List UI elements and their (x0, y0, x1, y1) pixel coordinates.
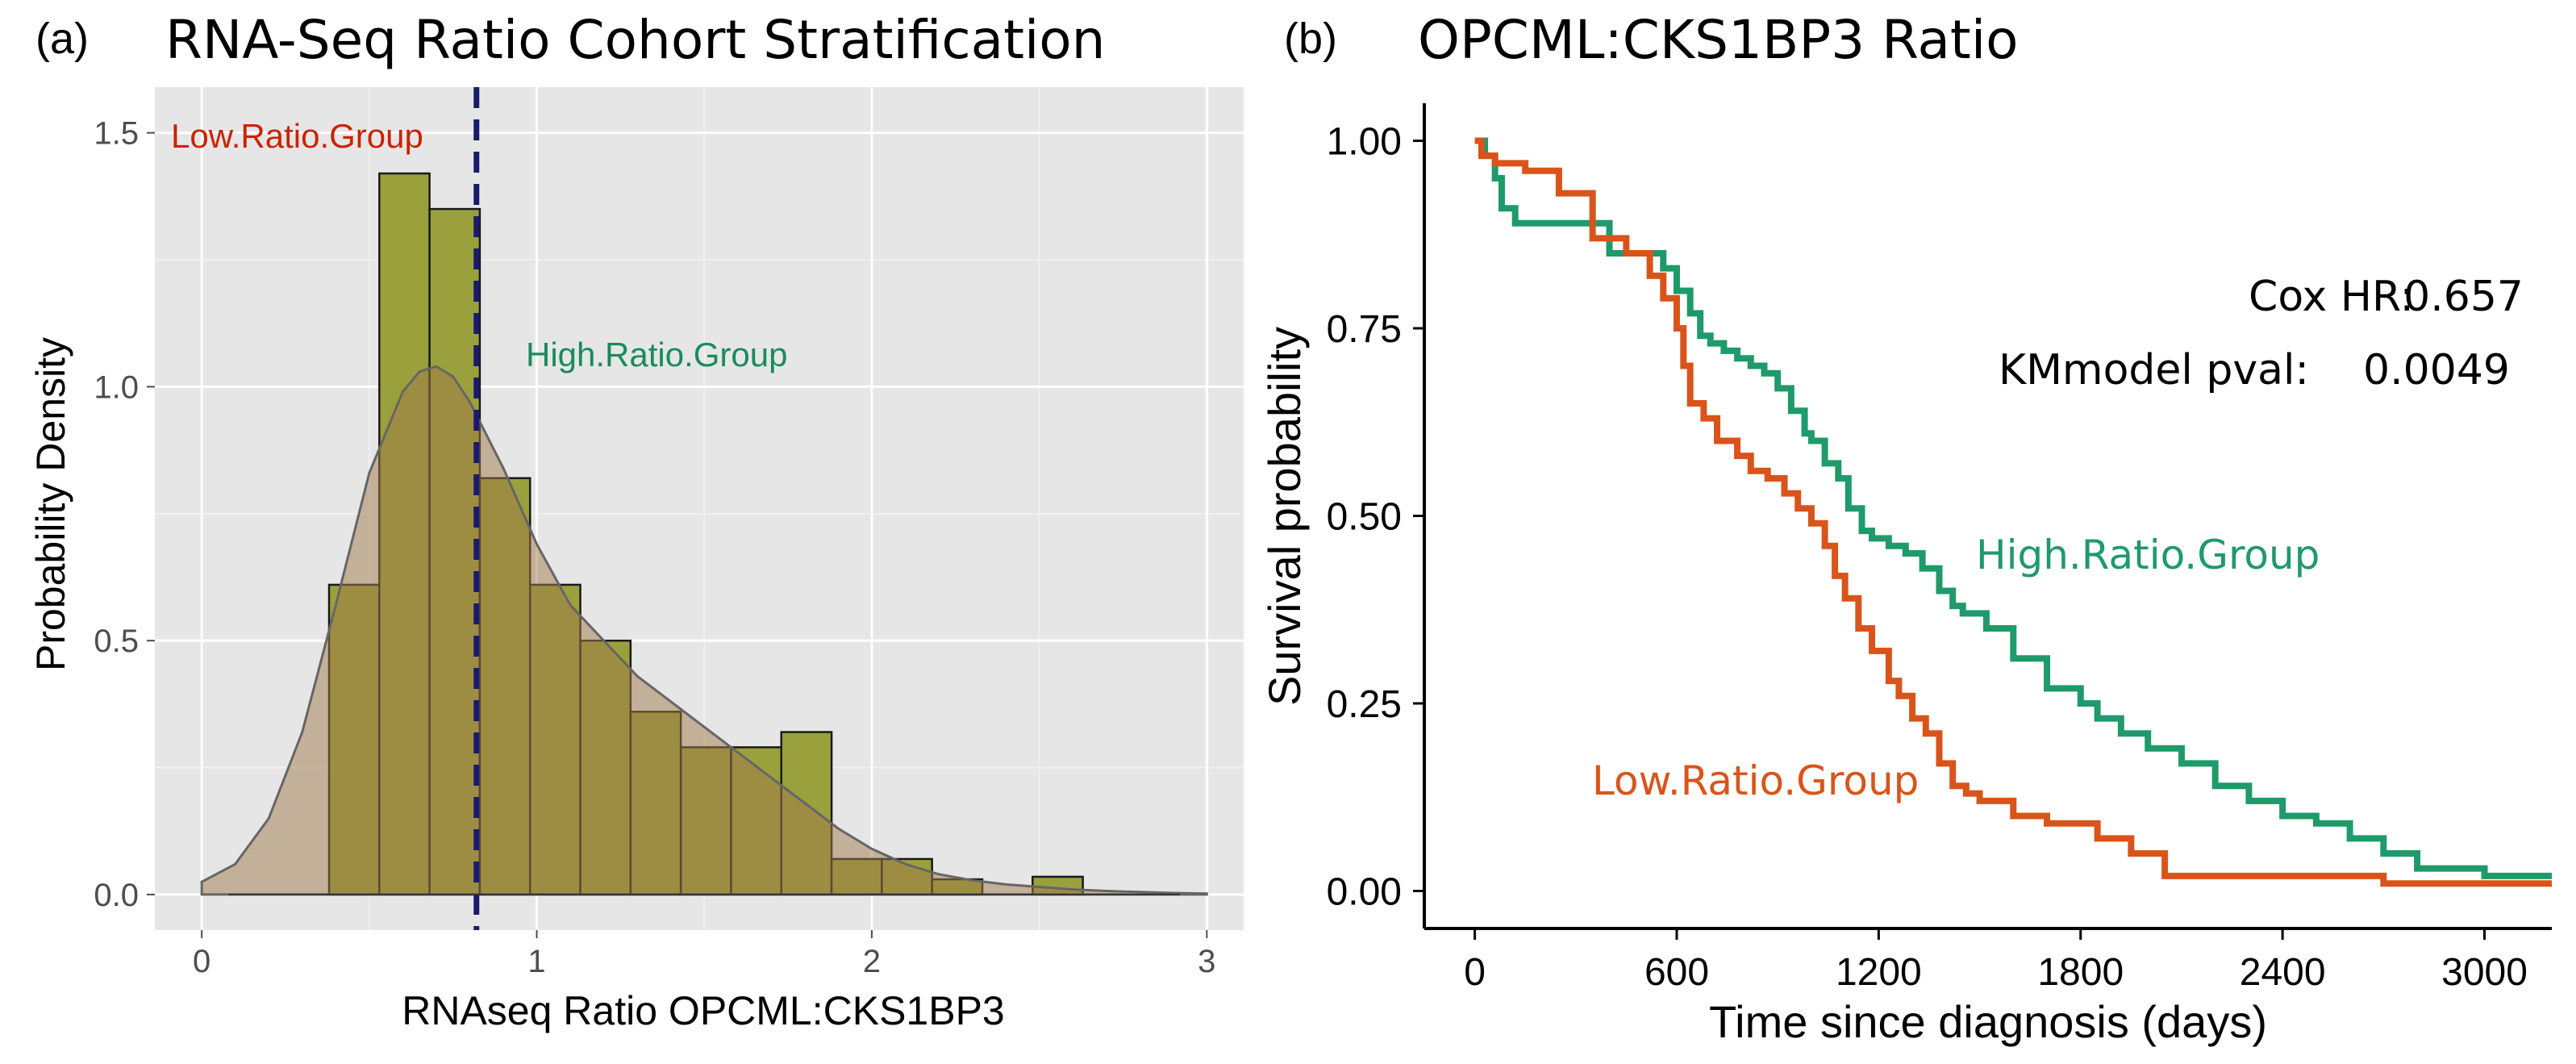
km-curve-low-ratio-group (1474, 137, 2552, 887)
panel-a-x-tick-labels: 0 1 2 3 (193, 944, 1215, 979)
panel-a-y-axis-title: Probability Density (28, 337, 73, 671)
panel-b-x-tick-labels: 0 600 1200 1800 2400 3000 (1464, 951, 2528, 994)
b-xtick-label: 0 (1464, 951, 1486, 994)
panel-a-density-curve (200, 365, 1208, 896)
a-xtick-label: 0 (193, 944, 210, 979)
panel-a-x-axis-title: RNAseq Ratio OPCML:CKS1BP3 (402, 988, 1005, 1033)
panel-a-y-tick-labels: 0.0 0.5 1.0 1.5 (94, 116, 139, 913)
b-xtick-label: 1800 (2037, 951, 2124, 994)
panel-b-label: (b) (1284, 15, 1337, 63)
a-xtick-label: 2 (863, 944, 881, 979)
b-xtick-label: 600 (1644, 951, 1709, 994)
panel-b-title: OPCML:CKS1BP3 Ratio (1418, 9, 2019, 71)
panel-a-axis-ticks (147, 131, 1208, 938)
a-ytick-label: 1.5 (94, 116, 139, 152)
b-ytick-label: 1.00 (1327, 121, 1402, 164)
km-low-group-label: Low.Ratio.Group (1592, 757, 1919, 804)
a-ytick-label: 0.0 (94, 878, 139, 913)
panel-b: (b) OPCML:CKS1BP3 Ratio 0.00 0.25 0.50 0… (1259, 9, 2552, 1047)
b-xtick-label: 3000 (2441, 951, 2528, 994)
a-xtick-label: 1 (527, 944, 545, 979)
b-ytick-label: 0.00 (1327, 871, 1402, 914)
b-xtick-label: 2400 (2240, 951, 2326, 994)
km-high-group-label: High.Ratio.Group (1976, 532, 2320, 578)
panel-a-title: RNA-Seq Ratio Cohort Stratification (165, 9, 1106, 71)
a-ytick-label: 0.5 (94, 624, 139, 659)
b-ytick-label: 0.75 (1327, 308, 1402, 351)
cox-hr-value: 0.657 (2403, 273, 2524, 321)
a-xtick-label: 3 (1198, 944, 1215, 979)
panel-b-x-axis-title: Time since diagnosis (days) (1709, 996, 2267, 1047)
panel-b-axis-ticks (1413, 140, 2486, 940)
panel-a-label: (a) (35, 15, 89, 63)
panel-b-y-tick-labels: 0.00 0.25 0.50 0.75 1.00 (1327, 121, 1402, 914)
b-xtick-label: 1200 (1836, 951, 1922, 994)
a-ytick-label: 1.0 (94, 369, 139, 405)
cox-hr-label: Cox HR: (2249, 273, 2414, 321)
km-curve-high-ratio-group (1474, 137, 2552, 879)
km-pval-label: KMmodel pval: (1999, 346, 2309, 394)
panel-a-high-group-label: High.Ratio.Group (526, 336, 788, 373)
b-ytick-label: 0.25 (1327, 683, 1402, 726)
b-ytick-label: 0.50 (1327, 496, 1402, 539)
panel-a-low-group-label: Low.Ratio.Group (171, 117, 423, 155)
km-pval-value: 0.0049 (2363, 346, 2510, 394)
panel-a: (a) RNA-Seq Ratio Cohort Stratification … (28, 9, 1244, 1033)
panel-b-y-axis-title: Survival probability (1259, 327, 1310, 706)
